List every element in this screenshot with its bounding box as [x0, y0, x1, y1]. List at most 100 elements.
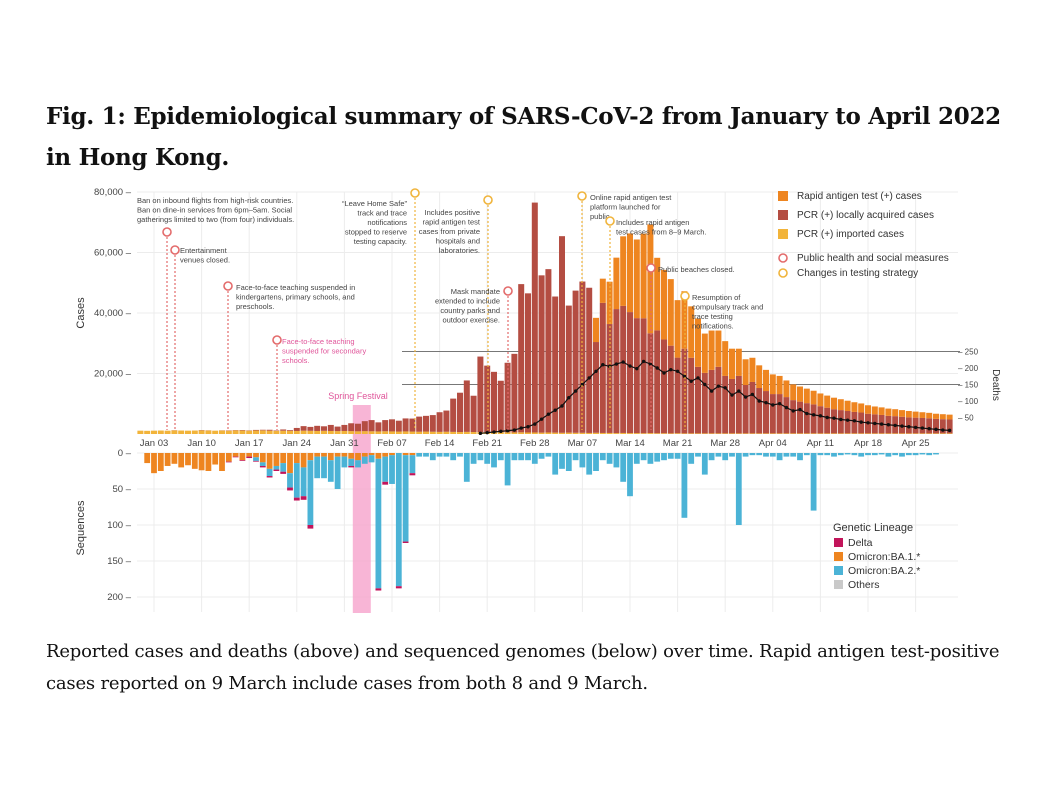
legend-swatch: [778, 210, 788, 220]
bar-ba2: [722, 453, 729, 461]
bar-ba2: [552, 453, 559, 475]
bar-ba2: [545, 453, 552, 457]
bar-ba2: [763, 453, 769, 457]
bar-pcr-imported: [810, 433, 817, 434]
bar-pcr-local: [735, 375, 742, 434]
bar-pcr-imported: [470, 432, 477, 434]
bar-pcr-local: [545, 269, 552, 433]
bar-pcr-imported: [191, 430, 198, 434]
bar-pcr-imported: [695, 433, 701, 434]
bar-pcr-imported: [538, 432, 545, 434]
deaths-point: [845, 418, 850, 422]
deaths-point: [866, 421, 870, 425]
bar-ba2: [899, 453, 905, 457]
bar-pcr-imported: [729, 433, 735, 434]
bar-rapid-antigen: [865, 405, 871, 414]
bar-pcr-imported: [395, 431, 402, 434]
legend-swatch: [778, 229, 788, 239]
seq-y-axis-label: Sequences: [75, 500, 87, 556]
bar-rapid-antigen: [817, 393, 824, 407]
bar-delta: [259, 465, 266, 468]
bar-pcr-imported: [314, 430, 321, 434]
bar-pcr-imported: [375, 431, 382, 434]
bar-pcr-imported: [579, 432, 586, 434]
bar-pcr-imported: [783, 433, 790, 434]
annotation-text: Includes positive rapid antigen test cases…: [419, 208, 481, 255]
deaths-point: [777, 401, 782, 406]
bar-pcr-imported: [361, 431, 368, 434]
bar-pcr-local: [831, 409, 837, 434]
lineage-legend-title: Genetic Lineage: [833, 522, 913, 534]
bar-ba2: [613, 453, 620, 468]
bar-rapid-antigen: [627, 233, 633, 313]
bar-pcr-imported: [232, 430, 239, 434]
bar-rapid-antigen: [769, 374, 776, 395]
bar-ba2: [661, 453, 667, 461]
phsm-marker-icon: [223, 281, 233, 291]
bar-rapid-antigen: [912, 411, 919, 418]
bar-pcr-local: [647, 333, 654, 434]
bar-pcr-imported: [776, 433, 783, 434]
annotation-line: platform launched for: [590, 203, 661, 212]
phsm-marker-icon: [503, 286, 513, 296]
bar-ba1: [164, 453, 171, 466]
x-tick-label: Apr 11: [807, 438, 834, 449]
bar-ba2: [599, 453, 606, 461]
deaths-point: [818, 414, 823, 418]
bar-ba1: [355, 453, 361, 461]
bar-pcr-local: [946, 419, 953, 434]
x-tick-label: Apr 18: [854, 438, 882, 449]
bar-ba2: [810, 453, 817, 511]
bar-ba1: [368, 453, 375, 456]
bar-pcr-imported: [674, 433, 681, 434]
bar-pcr-local: [450, 398, 457, 432]
bar-rapid-antigen: [790, 384, 797, 401]
lineage-label: Others: [848, 579, 880, 591]
bar-rapid-antigen: [831, 397, 837, 410]
bar-ba2: [933, 453, 939, 455]
bar-pcr-local: [314, 425, 321, 431]
bar-pcr-local: [280, 429, 287, 431]
bar-rapid-antigen: [837, 399, 844, 411]
bar-ba2: [831, 453, 837, 457]
deaths-line: [478, 359, 952, 436]
bar-pcr-imported: [429, 431, 436, 434]
bar-pcr-local: [674, 357, 681, 434]
bar-pcr-imported: [905, 433, 912, 434]
bar-rapid-antigen: [735, 348, 742, 376]
bar-pcr-local: [436, 412, 443, 432]
bar-pcr-imported: [939, 433, 946, 434]
bar-rapid-antigen: [756, 365, 763, 389]
x-tick-label: Feb 07: [377, 438, 407, 449]
bar-rapid-antigen: [722, 341, 729, 376]
bar-pcr-imported: [715, 433, 722, 434]
annotation-line: Ban on dine-in services from 6pm–5am. So…: [137, 206, 292, 215]
bar-pcr-local: [477, 356, 484, 433]
bar-ba1: [409, 453, 416, 456]
legend-label: Public health and social measures: [797, 253, 949, 264]
deaths-point: [533, 422, 537, 426]
bar-pcr-imported: [219, 430, 225, 434]
bar-pcr-local: [667, 345, 674, 434]
bar-pcr-imported: [933, 433, 939, 434]
x-tick-label: Jan 17: [235, 438, 264, 449]
bar-ba1: [171, 453, 178, 464]
bar-pcr-local: [926, 418, 933, 434]
bar-pcr-imported: [157, 430, 164, 434]
deaths-point: [723, 386, 727, 390]
bar-pcr-imported: [327, 430, 334, 434]
bar-pcr-local: [484, 365, 491, 433]
legend-label: Rapid antigen test (+) cases: [797, 191, 922, 202]
bar-ba2: [715, 453, 722, 457]
deaths-point: [839, 417, 843, 422]
bar-pcr-imported: [185, 430, 191, 434]
bar-ba2: [368, 455, 375, 463]
annotation-line: Face-to-face teaching suspended in: [236, 283, 355, 292]
bar-pcr-imported: [300, 430, 307, 434]
bar-pcr-imported: [871, 433, 878, 434]
bar-pcr-local: [912, 417, 919, 434]
bar-pcr-imported: [164, 430, 171, 434]
bar-pcr-local: [497, 380, 504, 433]
bar-pcr-imported: [497, 432, 504, 434]
bar-pcr-local: [402, 418, 409, 432]
